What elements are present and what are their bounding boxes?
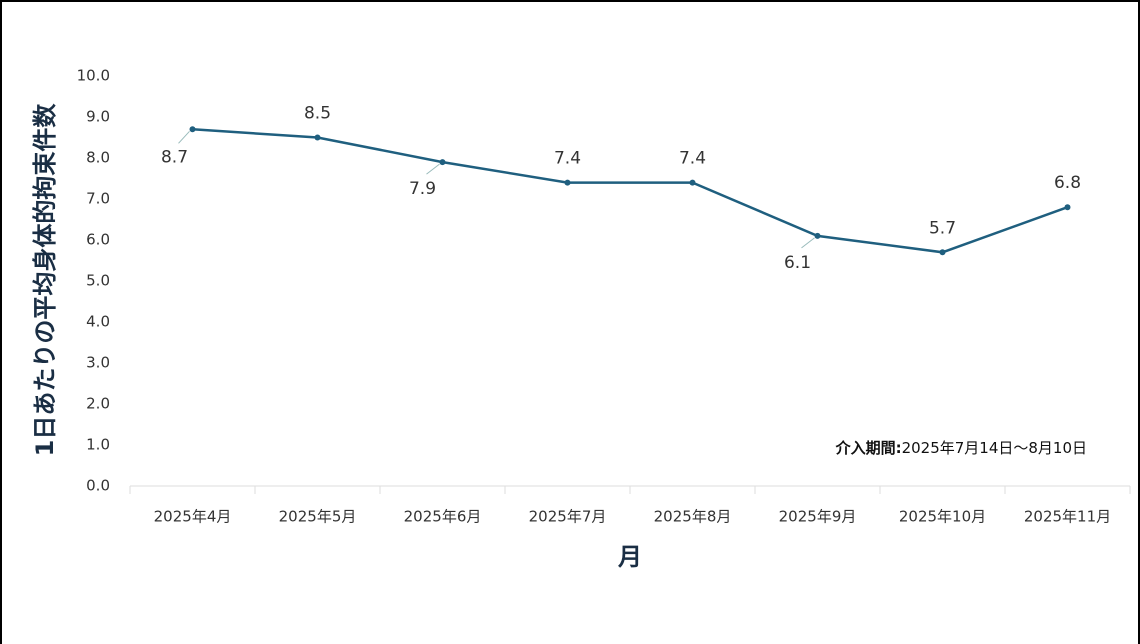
point [314, 134, 321, 141]
annotation-label: 介入期間: [835, 439, 902, 457]
point [939, 249, 946, 256]
x-axis-label: 月 [617, 543, 642, 571]
y-tick-label: 5.0 [86, 272, 110, 290]
x-tick-label: 2025年7月 [529, 508, 607, 526]
point [564, 179, 571, 186]
leader-line [426, 163, 440, 175]
data-label: 7.4 [679, 149, 706, 169]
y-tick-label: 6.0 [86, 231, 110, 249]
x-tick-label: 2025年11月 [1024, 508, 1111, 526]
point [1064, 204, 1071, 211]
point [439, 159, 446, 166]
data-label: 8.5 [304, 104, 331, 124]
y-tick-label: 1.0 [86, 436, 110, 454]
x-tick-label: 2025年6月 [404, 508, 482, 526]
data-label: 6.8 [1054, 173, 1081, 193]
x-tick-label: 2025年8月 [654, 508, 732, 526]
data-label: 7.4 [554, 149, 581, 169]
annotation: 介入期間:2025年7月14日～8月10日 [835, 439, 1087, 457]
y-tick-label: 7.0 [86, 190, 110, 208]
y-tick-label: 8.0 [86, 149, 110, 167]
annotation-text: 2025年7月14日～8月10日 [902, 439, 1087, 457]
data-label: 7.9 [409, 179, 436, 199]
x-tick-label: 2025年5月 [279, 508, 357, 526]
y-tick-label: 3.0 [86, 354, 110, 372]
leader-line [178, 130, 190, 144]
data-label: 5.7 [929, 218, 956, 238]
x-tick-label: 2025年10月 [899, 508, 986, 526]
x-tick-label: 2025年9月 [779, 508, 857, 526]
y-tick-label: 2.0 [86, 395, 110, 413]
y-tick-label: 9.0 [86, 108, 110, 126]
point [814, 232, 821, 239]
line [192, 128, 1068, 254]
x-tick-label: 2025年4月 [154, 508, 232, 526]
point [689, 179, 696, 186]
y-tick-label: 10.0 [77, 67, 110, 85]
data-label: 6.1 [784, 253, 811, 273]
y-tick-label: 4.0 [86, 313, 110, 331]
y-tick-label: 0.0 [86, 477, 110, 495]
y-axis-label: 1日あたりの平均身体的拘束件数 [31, 103, 59, 457]
data-label: 8.7 [161, 147, 188, 167]
point [189, 126, 196, 133]
leader-line [801, 237, 815, 249]
